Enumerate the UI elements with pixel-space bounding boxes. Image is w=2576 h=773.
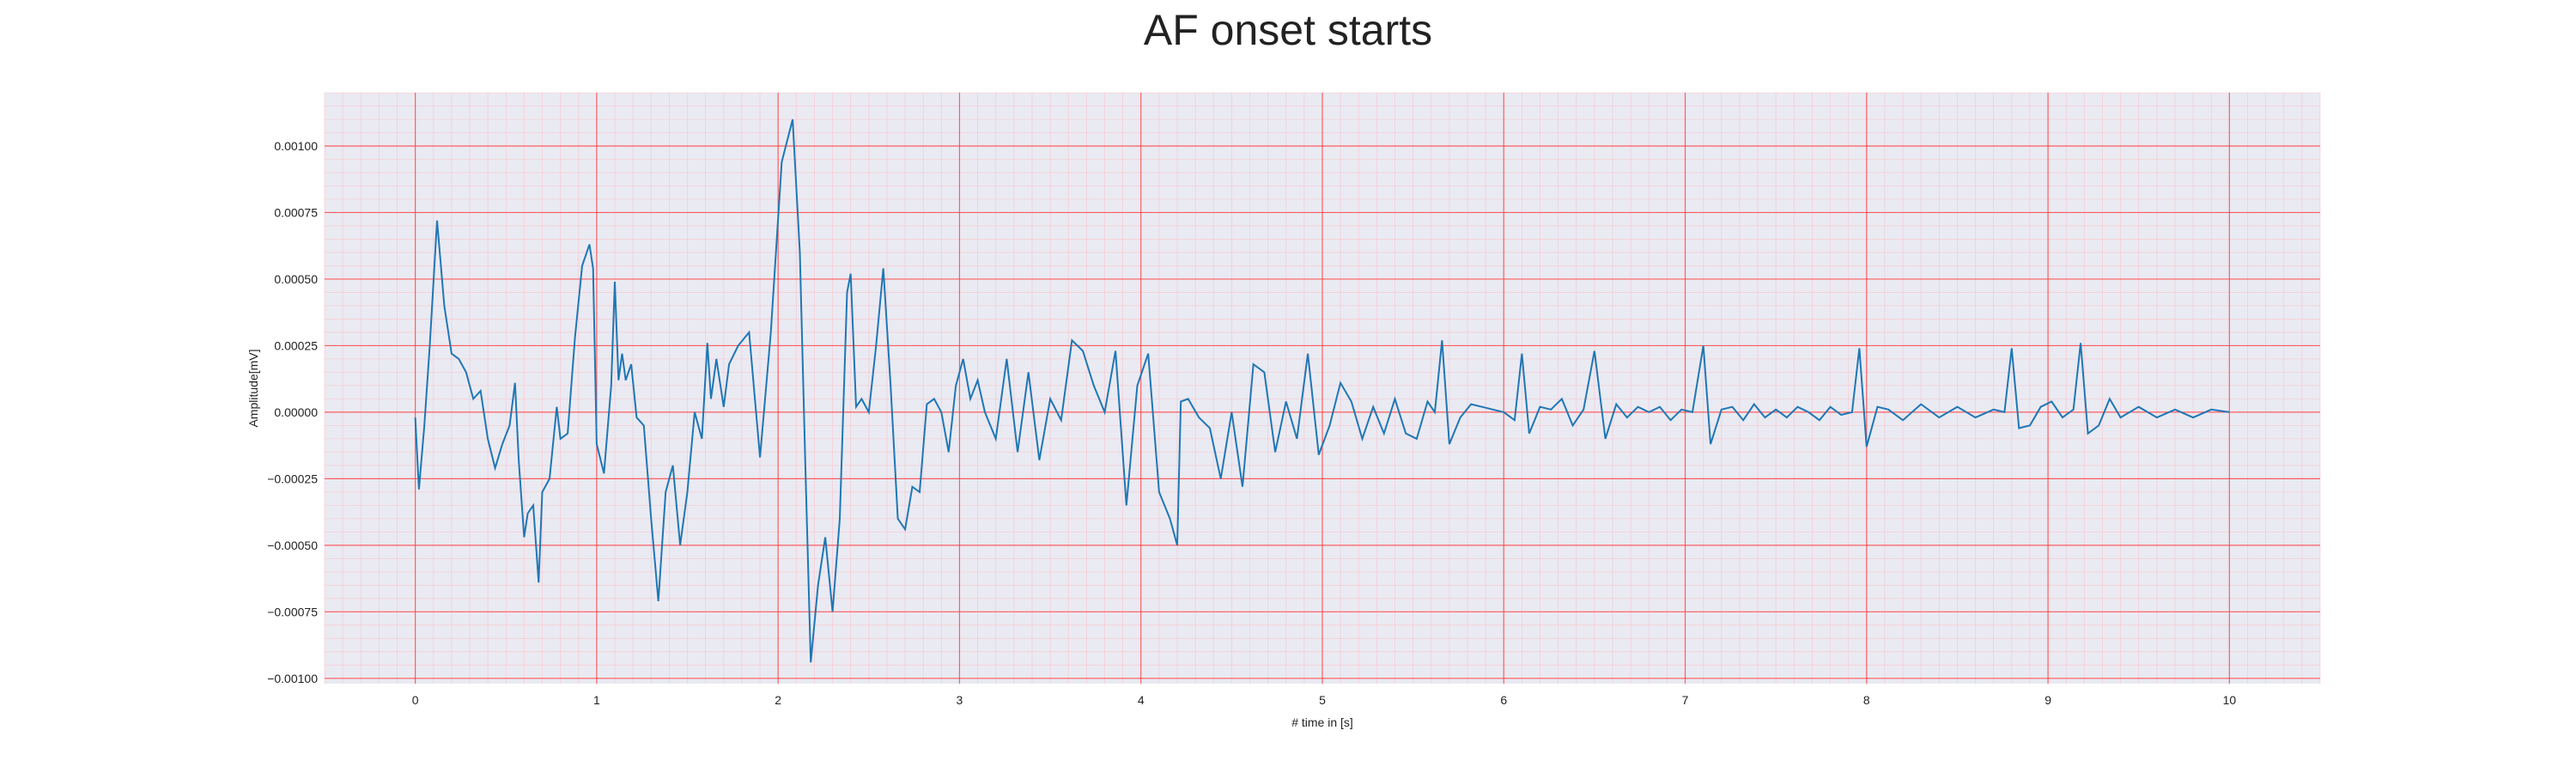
x-tick-label: 10 (2223, 693, 2237, 707)
y-tick-label: 0.00100 (274, 139, 318, 153)
series-line (414, 119, 2230, 663)
x-axis-label: # time in [s] (1291, 715, 1353, 729)
y-tick-label: −0.00050 (267, 539, 318, 552)
x-tick-label: 1 (593, 693, 600, 707)
x-tick-label: 3 (957, 693, 963, 707)
x-tick-label: 7 (1682, 693, 1689, 707)
x-tick-label: 0 (412, 693, 419, 707)
y-tick-label: −0.00100 (267, 672, 318, 685)
x-tick-label: 9 (2044, 693, 2051, 707)
y-tick-label: 0.00075 (274, 205, 318, 219)
x-tick-label: 4 (1138, 693, 1145, 707)
x-tick-label: 5 (1319, 693, 1326, 707)
x-tick-label: 6 (1500, 693, 1507, 707)
y-tick-label: 0.00050 (274, 272, 318, 286)
x-tick-label: 8 (1863, 693, 1870, 707)
y-tick-label: 0.00025 (274, 338, 318, 352)
y-tick-label: −0.00025 (267, 472, 318, 485)
chart-title: AF onset starts (1143, 6, 1433, 54)
y-tick-label: 0.00000 (274, 405, 318, 419)
x-tick-label: 2 (775, 693, 781, 707)
x-axis-ticks: 0 1 2 3 4 5 6 7 8 9 10 (412, 693, 2237, 707)
y-tick-label: −0.00075 (267, 605, 318, 618)
y-axis-ticks: −0.00100 −0.00075 −0.00050 −0.00025 0.00000 0… (267, 139, 318, 685)
y-axis-label: Amplitude[mV] (246, 349, 260, 427)
